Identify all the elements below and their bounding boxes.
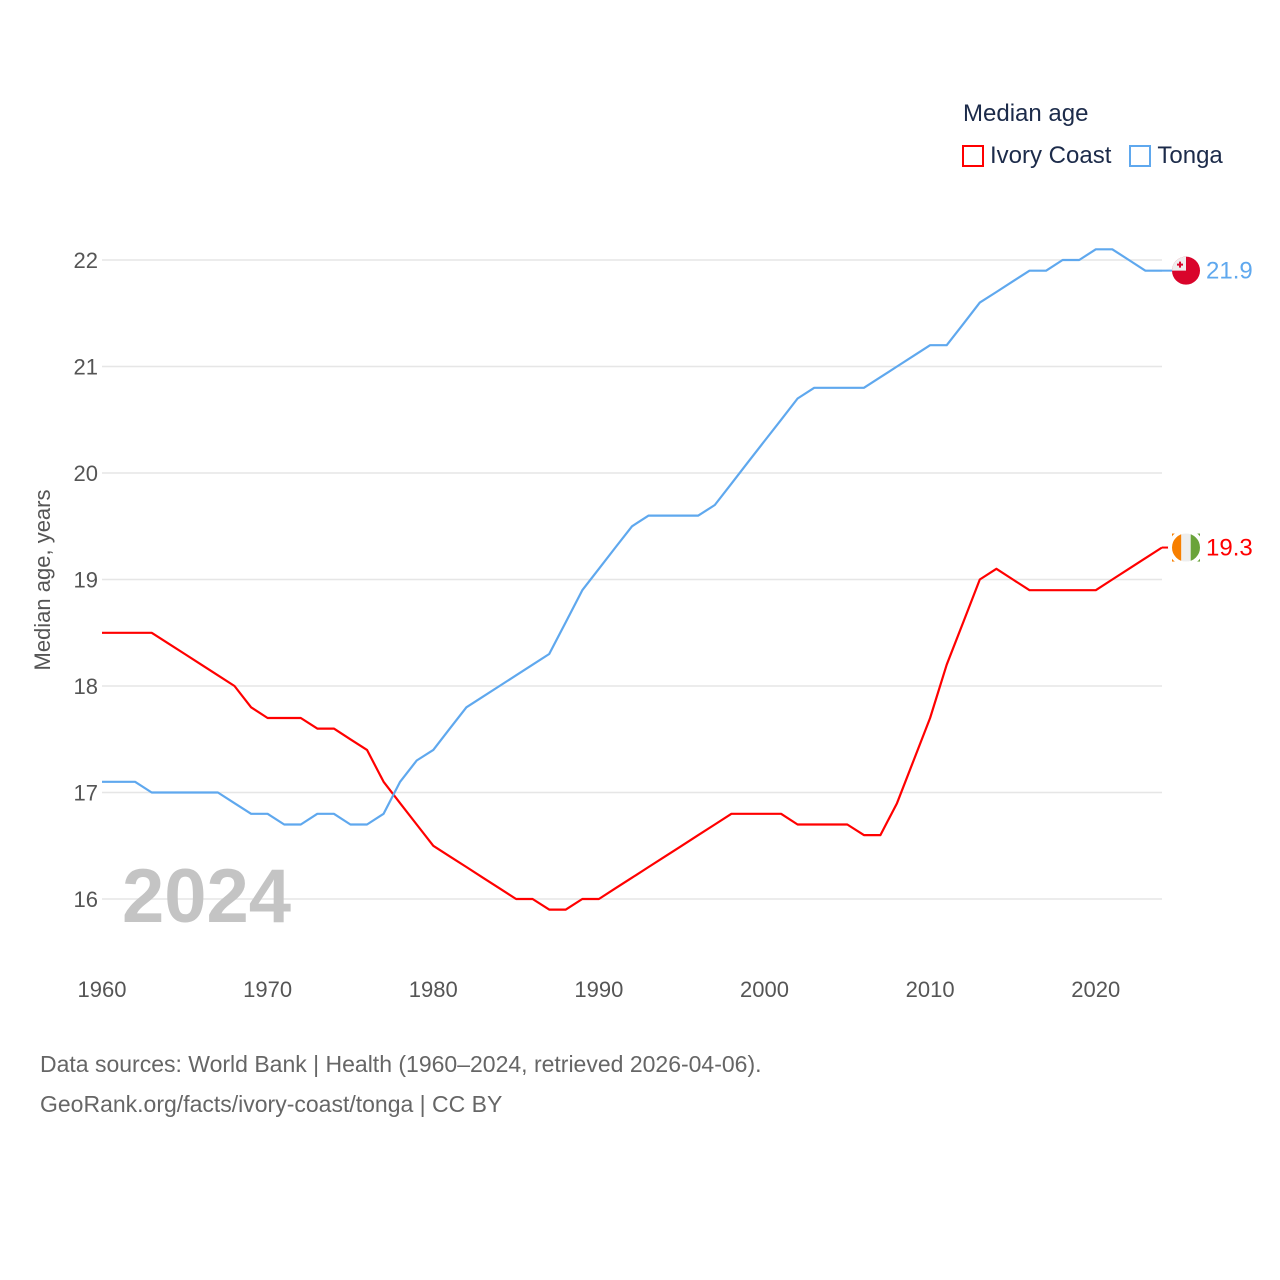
legend-swatch-tonga [1129,145,1152,167]
flag-ivory-coast-icon [1172,533,1182,562]
source-line: Data sources: World Bank | Health (1960–… [40,1051,762,1077]
flag-mask [1168,529,1204,566]
x-tick-label: 1970 [243,977,292,1002]
y-axis-label: Median age, years [30,490,55,671]
legend-title: Median age [963,100,1089,127]
y-tick-label: 22 [74,248,98,273]
x-tick-label: 2000 [740,977,789,1002]
legend-label: Ivory Coast [990,142,1112,169]
x-tick-label: 2020 [1071,977,1120,1002]
legend: Ivory Coast Tonga [962,142,1223,170]
legend-label: Tonga [1157,142,1223,169]
y-tick-label: 19 [74,568,98,593]
x-tick-label: 1990 [574,977,623,1002]
legend-item-ivory-coast[interactable]: Ivory Coast [962,142,1111,170]
y-tick-label: 18 [74,674,98,699]
source-note: Data sources: World Bank | Health (1960–… [40,1044,762,1124]
attribution-line[interactable]: GeoRank.org/facts/ivory-coast/tonga | CC… [40,1091,503,1117]
legend-item-tonga[interactable]: Tonga [1129,142,1223,170]
end-value-label: 19.3 [1206,535,1253,562]
x-tick-label: 1960 [78,977,127,1002]
flag-ivory-coast-icon [1181,533,1191,562]
y-tick-label: 20 [74,461,98,486]
y-tick-label: 21 [74,355,98,380]
year-watermark: 2024 [122,854,291,939]
flag-ivory-coast-icon [1190,533,1200,562]
x-tick-label: 2010 [906,977,955,1002]
y-tick-label: 17 [74,781,98,806]
end-value-label: 21.9 [1206,258,1253,285]
y-tick-label: 16 [74,887,98,912]
legend-swatch-ivory-coast [962,145,984,167]
flag-tonga-cross [1177,261,1183,268]
x-tick-label: 1980 [409,977,458,1002]
series-line-tonga [102,248,1162,826]
series-line-ivory-coast [102,546,1163,911]
